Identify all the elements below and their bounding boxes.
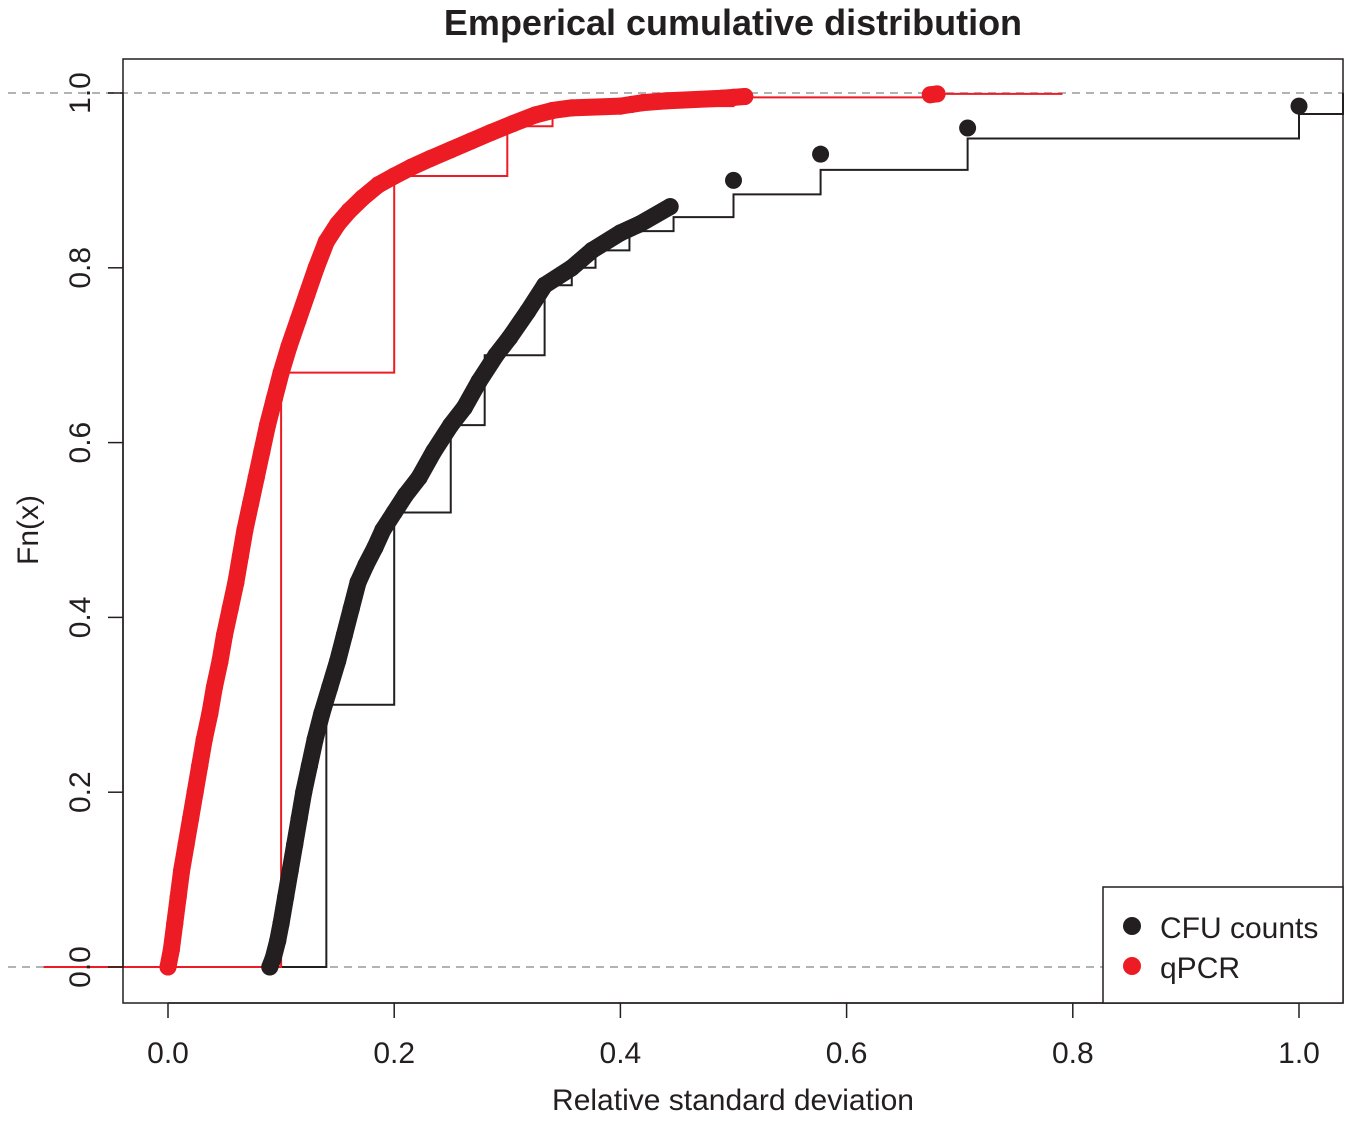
legend-label-cfu: CFU counts [1160, 912, 1318, 945]
data-point-0-36 [725, 171, 742, 189]
data-point-1-51 [928, 85, 946, 103]
y-axis: 0.0 0.2 0.4 0.6 0.8 1.0 [64, 72, 124, 988]
x-tick-label-1: 0.2 [373, 1037, 415, 1070]
x-tick-label-0: 0.0 [147, 1037, 189, 1070]
data-point-link-1-46 [657, 89, 731, 110]
x-tick-label-5: 1.0 [1278, 1037, 1320, 1070]
x-tick-label-4: 0.8 [1052, 1037, 1094, 1070]
x-axis-label: Relative standard deviation [552, 1084, 914, 1116]
y-axis-label: Fn(x) [12, 495, 45, 565]
legend-box [1102, 886, 1344, 1004]
y-tick-label-0: 0.0 [64, 946, 97, 988]
y-tick-label-5: 1.0 [64, 72, 97, 114]
legend-marker-qpcr [1123, 957, 1141, 975]
data-point-0-39 [1290, 97, 1308, 115]
data-point-0-37 [812, 145, 830, 163]
y-tick-label-4: 0.8 [64, 247, 97, 289]
data-point-0-38 [959, 119, 977, 137]
data-point-1-49 [736, 87, 754, 105]
y-tick-label-2: 0.4 [64, 597, 97, 639]
chart-title: Emperical cumulative distribution [444, 2, 1022, 43]
legend: CFU counts qPCR [1102, 886, 1344, 1004]
x-tick-label-2: 0.4 [600, 1037, 642, 1070]
data-point-0-35 [661, 198, 679, 216]
data-points [159, 85, 1308, 976]
y-tick-label-1: 0.2 [64, 771, 97, 813]
x-tick-label-3: 0.6 [826, 1037, 868, 1070]
y-tick-label-3: 0.6 [64, 422, 97, 464]
legend-marker-cfu [1123, 917, 1141, 935]
legend-label-qpcr: qPCR [1160, 952, 1240, 985]
